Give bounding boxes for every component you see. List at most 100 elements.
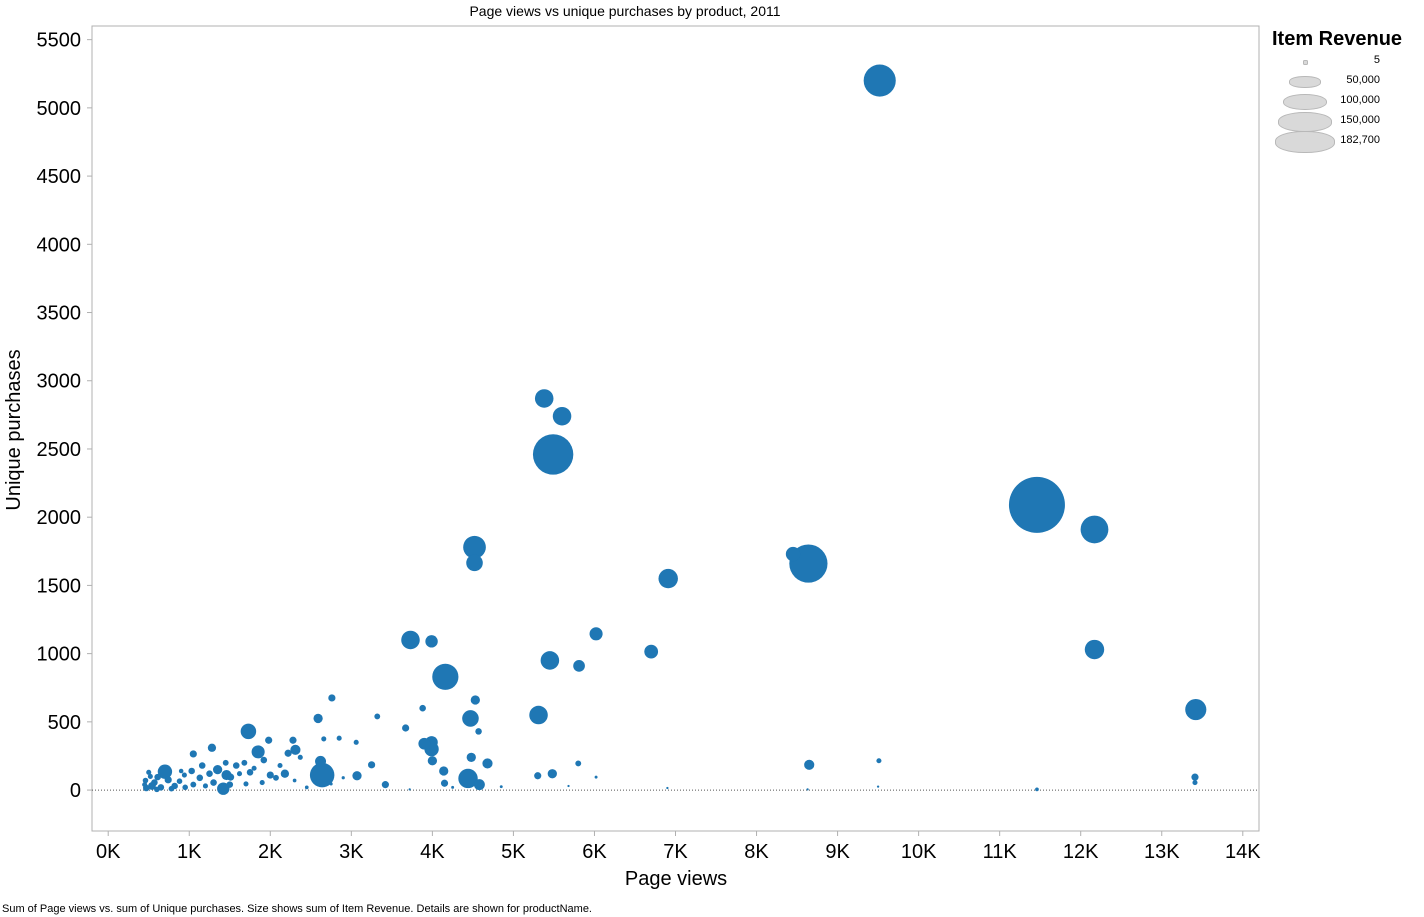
data-point[interactable] — [266, 771, 274, 779]
data-point[interactable] — [470, 695, 480, 705]
data-point[interactable] — [240, 723, 257, 740]
data-point[interactable] — [876, 758, 882, 764]
data-point[interactable] — [419, 704, 426, 712]
data-point[interactable] — [374, 713, 381, 720]
data-point[interactable] — [289, 736, 297, 744]
data-point[interactable] — [251, 765, 257, 771]
data-point[interactable] — [241, 759, 248, 766]
data-point[interactable] — [1080, 515, 1109, 544]
data-point[interactable] — [182, 784, 188, 791]
data-point[interactable] — [188, 767, 195, 775]
data-point[interactable] — [451, 785, 455, 789]
data-point[interactable] — [290, 744, 301, 755]
data-point[interactable] — [260, 756, 268, 764]
data-point[interactable] — [427, 756, 438, 766]
data-point[interactable] — [198, 762, 206, 769]
data-point[interactable] — [540, 651, 560, 670]
data-point[interactable] — [1084, 639, 1105, 660]
data-point[interactable] — [297, 754, 303, 760]
data-point[interactable] — [804, 759, 815, 770]
data-point[interactable] — [236, 771, 243, 777]
data-point[interactable] — [277, 762, 283, 769]
data-point[interactable] — [206, 770, 213, 777]
data-point[interactable] — [168, 785, 175, 792]
data-point[interactable] — [575, 760, 582, 767]
data-point[interactable] — [402, 724, 410, 732]
data-point[interactable] — [1191, 773, 1199, 781]
data-point[interactable] — [284, 749, 292, 757]
data-point[interactable] — [547, 769, 557, 779]
data-point[interactable] — [658, 568, 678, 589]
data-point[interactable] — [341, 776, 345, 780]
data-point[interactable] — [352, 771, 362, 781]
data-point[interactable] — [328, 694, 336, 702]
data-point[interactable] — [226, 781, 234, 788]
data-point[interactable] — [246, 769, 254, 776]
data-point[interactable] — [567, 784, 570, 788]
data-point[interactable] — [863, 64, 896, 97]
data-point[interactable] — [313, 780, 317, 784]
data-point[interactable] — [353, 739, 359, 745]
data-point[interactable] — [329, 782, 333, 786]
data-point[interactable] — [265, 736, 273, 744]
data-point[interactable] — [259, 780, 265, 786]
data-point[interactable] — [806, 788, 809, 791]
data-point[interactable] — [463, 535, 486, 559]
data-point[interactable] — [381, 781, 389, 789]
data-point[interactable] — [534, 389, 554, 408]
data-point[interactable] — [181, 772, 187, 778]
data-point[interactable] — [440, 779, 449, 787]
data-point[interactable] — [304, 785, 309, 790]
data-point[interactable] — [217, 782, 230, 795]
data-point[interactable] — [466, 752, 476, 762]
data-point[interactable] — [876, 785, 880, 788]
data-point[interactable] — [210, 779, 217, 786]
data-point[interactable] — [222, 759, 229, 766]
data-point[interactable] — [196, 774, 204, 782]
data-point[interactable] — [594, 775, 598, 779]
data-point[interactable] — [482, 758, 493, 769]
data-point[interactable] — [154, 786, 160, 793]
data-point[interactable] — [589, 627, 603, 641]
data-point[interactable] — [154, 773, 161, 781]
data-point[interactable] — [1035, 787, 1039, 792]
data-point[interactable] — [368, 761, 376, 769]
data-point[interactable] — [666, 786, 669, 790]
data-point[interactable] — [176, 778, 183, 784]
data-point[interactable] — [280, 769, 290, 778]
data-point[interactable] — [462, 710, 479, 727]
data-point[interactable] — [273, 774, 279, 781]
data-point[interactable] — [151, 779, 158, 786]
data-point[interactable] — [226, 773, 235, 781]
data-point[interactable] — [1008, 476, 1065, 533]
data-point[interactable] — [212, 764, 223, 775]
data-point[interactable] — [458, 768, 478, 789]
data-point[interactable] — [315, 755, 327, 767]
data-point[interactable] — [1192, 780, 1198, 786]
data-point[interactable] — [439, 766, 449, 776]
data-point[interactable] — [313, 713, 323, 724]
data-point[interactable] — [147, 773, 153, 779]
data-point[interactable] — [408, 788, 411, 791]
data-point[interactable] — [573, 660, 585, 672]
data-point[interactable] — [243, 781, 249, 787]
data-point[interactable] — [292, 778, 297, 783]
data-point[interactable] — [164, 776, 172, 784]
data-point[interactable] — [189, 750, 197, 758]
data-point[interactable] — [1185, 699, 1207, 721]
data-point[interactable] — [251, 745, 265, 759]
data-point[interactable] — [401, 630, 420, 650]
data-point[interactable] — [146, 769, 152, 775]
data-point[interactable] — [178, 768, 184, 774]
data-point[interactable] — [529, 705, 548, 725]
data-point[interactable] — [475, 728, 482, 735]
data-point[interactable] — [232, 762, 240, 769]
data-point[interactable] — [418, 737, 431, 750]
data-point[interactable] — [532, 434, 574, 475]
data-point[interactable] — [499, 785, 503, 789]
data-point[interactable] — [157, 764, 173, 779]
data-point[interactable] — [321, 736, 327, 742]
data-point[interactable] — [142, 777, 149, 784]
data-point[interactable] — [466, 554, 483, 572]
data-point[interactable] — [473, 779, 485, 791]
